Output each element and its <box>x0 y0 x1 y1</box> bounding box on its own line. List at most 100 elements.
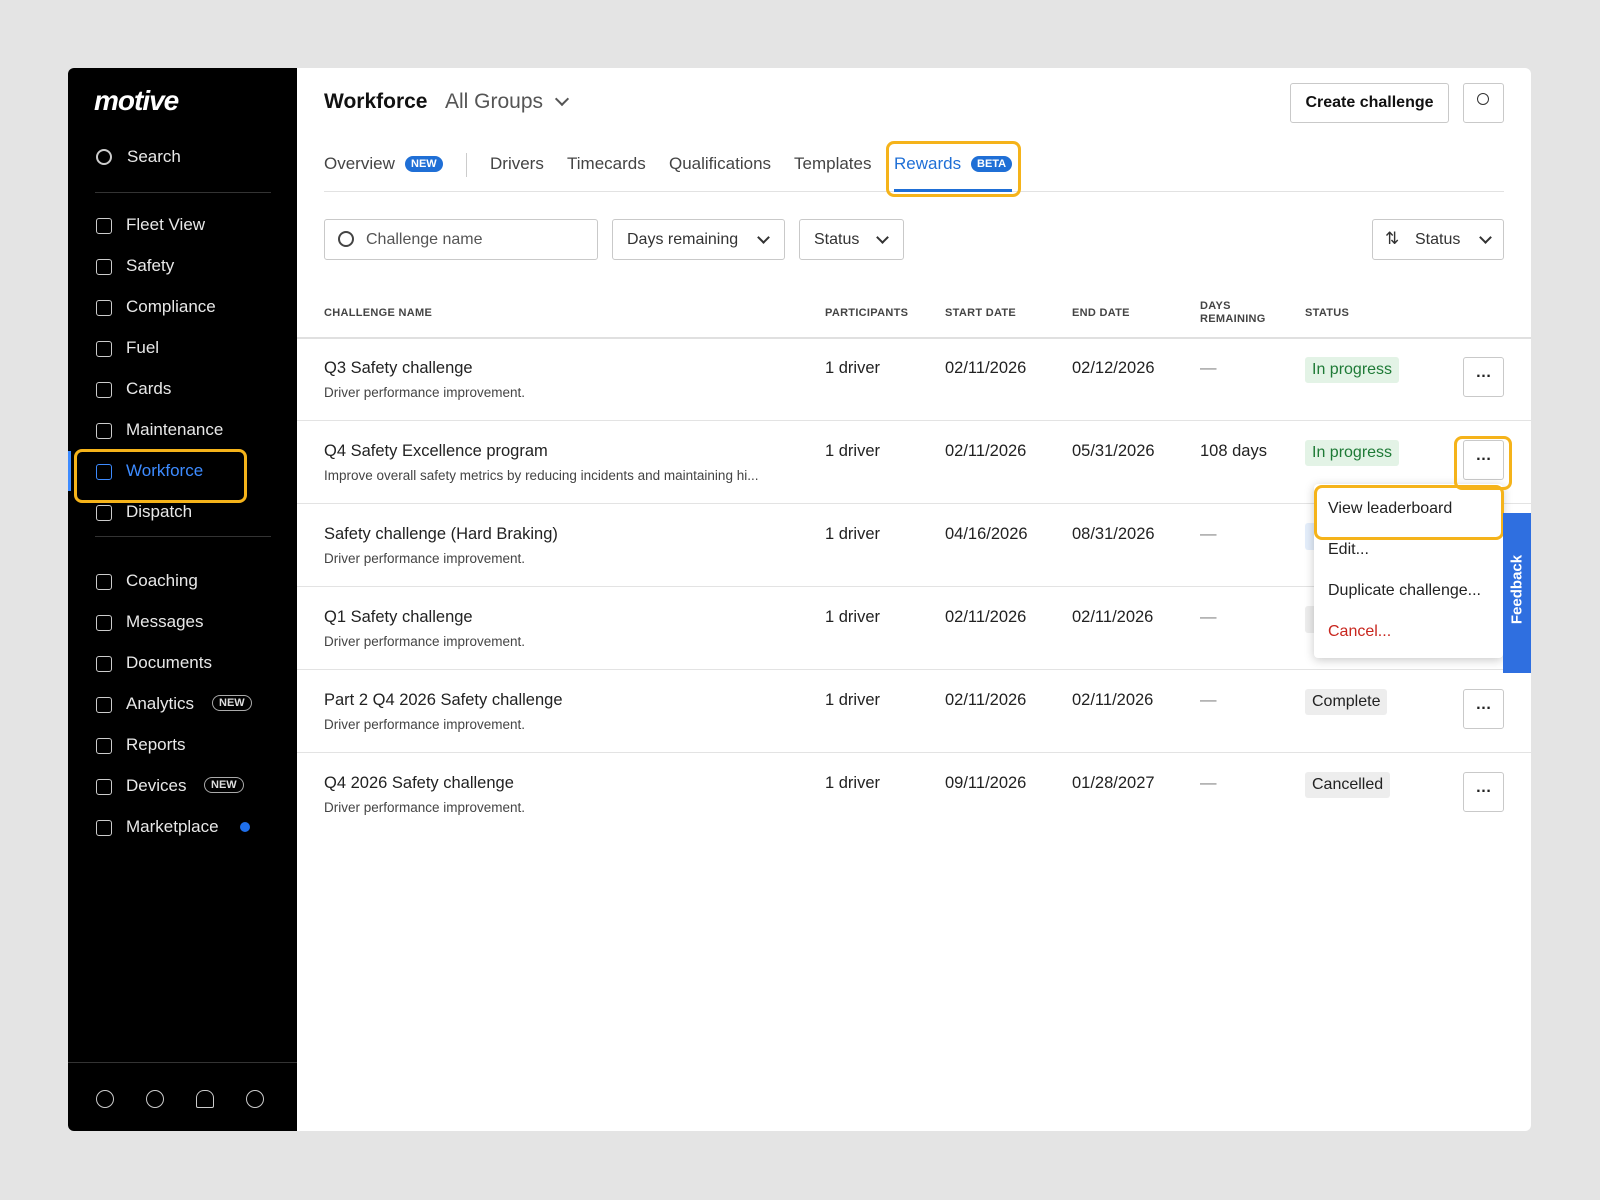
nav-item[interactable]: Analytics <box>126 694 195 713</box>
nav-item[interactable]: Workforce <box>126 461 204 480</box>
tab[interactable]: Rewards <box>894 154 962 173</box>
tab[interactable]: Templates <box>794 154 872 173</box>
nav-item[interactable]: Safety <box>126 256 175 275</box>
chevron <box>554 91 570 107</box>
days-remaining-filter[interactable]: Days remaining <box>612 219 785 260</box>
challenge-name[interactable]: Q4 2026 Safety challenge <box>324 774 514 792</box>
nav-item[interactable]: Cards <box>126 379 172 398</box>
status-filter[interactable]: Status <box>799 219 904 260</box>
cell-start-date: 04/16/2026 <box>945 525 1028 543</box>
column-header: CHALLENGE NAME <box>324 307 433 319</box>
cell-start-date: 09/11/2026 <box>945 774 1027 792</box>
cell-participants: 1 driver <box>825 525 881 543</box>
nav-item[interactable]: Marketplace <box>126 817 219 836</box>
nav-item[interactable]: Maintenance <box>126 420 224 439</box>
menu-item[interactable]: Cancel... <box>1328 623 1392 640</box>
cell-days-remaining: — <box>1200 608 1217 626</box>
cell-days-remaining: — <box>1200 774 1217 792</box>
column-header: PARTICIPANTS <box>825 307 909 319</box>
challenge-description: Driver performance improvement. <box>324 385 526 400</box>
tab-separator <box>466 153 467 177</box>
nav-item[interactable]: Fuel <box>126 338 160 357</box>
nav-item[interactable]: Dispatch <box>126 502 193 521</box>
group-select[interactable]: All Groups <box>445 90 544 113</box>
cell-end-date: 02/12/2026 <box>1072 359 1155 377</box>
cell-days-remaining: 108 days <box>1200 442 1267 460</box>
user-settings-button[interactable] <box>1463 83 1504 123</box>
column-header: END DATE <box>1072 307 1130 319</box>
challenge-name[interactable]: Q4 Safety Excellence program <box>324 442 548 460</box>
placeholder: Challenge name <box>366 231 483 248</box>
highlight <box>1314 485 1504 540</box>
nav-item[interactable]: Fleet View <box>126 215 206 234</box>
menu-item[interactable]: View leaderboard <box>1328 500 1453 517</box>
sidebar: motive Search Fleet View Safety Compliance… <box>68 68 297 1131</box>
notifications-icon[interactable] <box>196 1090 214 1108</box>
challenge-name[interactable]: Q1 Safety challenge <box>324 608 473 626</box>
nav-badge: NEW <box>212 695 252 711</box>
challenge-name[interactable]: Q3 Safety challenge <box>324 359 473 377</box>
row-actions-button[interactable]: … <box>1463 689 1504 729</box>
nav-icon <box>96 218 112 234</box>
nav-icon <box>96 656 112 672</box>
row-divider <box>297 503 1531 504</box>
sort-button[interactable]: ⇅ Status <box>1372 219 1504 260</box>
nav-icon <box>96 300 112 316</box>
challenge-description: Improve overall safety metrics by reduci… <box>324 468 759 483</box>
nav-item[interactable]: Coaching <box>126 571 198 590</box>
tab-badge: BETA <box>971 156 1013 172</box>
cell-days-remaining: — <box>1200 359 1217 377</box>
active-indicator <box>68 451 71 491</box>
nav-item[interactable]: Messages <box>126 612 204 631</box>
row-divider <box>297 420 1531 421</box>
row-divider <box>297 669 1531 670</box>
highlight <box>886 141 1021 197</box>
tab[interactable]: Overview <box>324 154 395 173</box>
nav-icon <box>96 697 112 713</box>
nav-item[interactable]: Documents <box>126 653 212 672</box>
row-actions-button[interactable]: … <box>1463 440 1504 480</box>
label: Status <box>1415 231 1461 248</box>
cell-start-date: 02/11/2026 <box>945 359 1027 377</box>
profile-icon[interactable] <box>246 1090 264 1108</box>
column-header: START DATE <box>945 307 1017 319</box>
status-badge: In progress <box>1305 357 1400 383</box>
cell-end-date: 02/11/2026 <box>1072 608 1154 626</box>
nav-badge: NEW <box>204 777 244 793</box>
nav-item[interactable]: Compliance <box>126 297 216 316</box>
logo: motive <box>94 85 179 116</box>
row-actions-button[interactable]: … <box>1463 357 1504 397</box>
tab[interactable]: Qualifications <box>669 154 772 173</box>
nav-icon <box>96 382 112 398</box>
divider <box>95 192 271 193</box>
challenge-name[interactable]: Safety challenge (Hard Braking) <box>324 525 558 543</box>
create-challenge-button[interactable]: Create challenge <box>1290 83 1449 123</box>
search[interactable]: Search <box>127 147 181 166</box>
menu-item[interactable]: Edit... <box>1328 541 1369 558</box>
nav-item[interactable]: Reports <box>126 735 186 754</box>
feedback-tab[interactable]: Feedback <box>1503 513 1531 673</box>
highlight <box>1454 436 1512 490</box>
admin-icon[interactable] <box>96 1090 114 1108</box>
tab[interactable]: Drivers <box>490 154 544 173</box>
challenge-description: Driver performance improvement. <box>324 717 526 732</box>
feedback-label[interactable]: Feedback <box>1508 554 1526 625</box>
nav-icon <box>96 423 112 439</box>
status-badge: Complete <box>1305 689 1388 715</box>
menu-item[interactable]: Duplicate challenge... <box>1328 582 1481 599</box>
tab-underline <box>894 189 1012 192</box>
nav-dot <box>240 822 250 832</box>
nav-icon <box>96 615 112 631</box>
label: Status <box>814 231 860 248</box>
row-actions-button[interactable]: … <box>1463 772 1504 812</box>
nav-item[interactable]: Devices <box>126 776 187 795</box>
cell-days-remaining: — <box>1200 691 1217 709</box>
challenge-name[interactable]: Part 2 Q4 2026 Safety challenge <box>324 691 563 709</box>
nav-icon <box>96 341 112 357</box>
help-icon[interactable] <box>146 1090 164 1108</box>
tab[interactable]: Timecards <box>567 154 646 173</box>
header-divider <box>297 337 1531 339</box>
nav-icon <box>96 259 112 275</box>
search-input[interactable]: Challenge name <box>324 219 598 260</box>
status-badge: Cancelled <box>1305 772 1391 798</box>
